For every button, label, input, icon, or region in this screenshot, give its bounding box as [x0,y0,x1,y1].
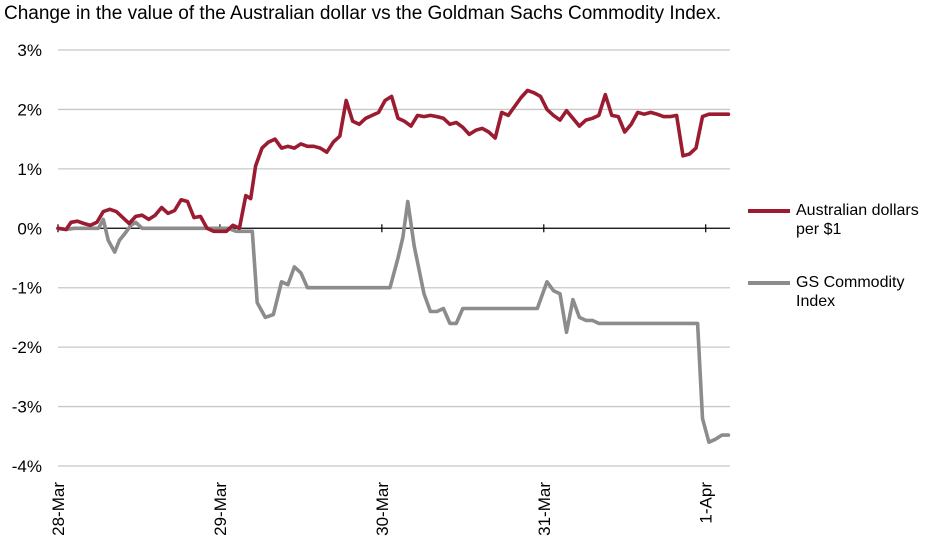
y-axis-labels: 3% 2% 1% 0% -1% -2% -3% -4% [12,41,42,476]
y-tick-label: -2% [12,338,42,357]
chart-title: Change in the value of the Australian do… [4,3,722,24]
y-tick-label: -3% [12,398,42,417]
y-tick-label: -1% [12,279,42,298]
x-tick-label: 29-Mar [211,482,230,536]
gridlines [58,49,730,467]
legend-swatch-gsci [748,281,790,285]
x-tick-label: 30-Mar [373,482,392,536]
y-tick-label: -4% [12,457,42,476]
x-tick-label: 31-Mar [535,482,554,536]
x-tick-label: 28-Mar [49,482,68,536]
y-tick-label: 0% [17,219,42,238]
x-tick-label: 1-Apr [697,482,716,524]
y-tick-label: 1% [17,160,42,179]
legend-label-gsci: GS Commodity Index [796,274,905,310]
y-tick-label: 2% [17,100,42,119]
legend-item-aud: Australian dollars per $1 [748,201,926,239]
legend: Australian dollars per $1 GS Commodity I… [748,201,926,345]
legend-label-aud: Australian dollars per $1 [796,202,919,238]
gsci-series-line [56,199,731,445]
x-axis: 28-Mar 29-Mar 30-Mar 31-Mar 1-Apr [49,224,716,536]
y-tick-label: 3% [17,41,42,60]
legend-swatch-aud [748,209,790,213]
legend-item-gsci: GS Commodity Index [748,273,926,311]
aud-series-line [56,88,731,234]
series-lines [56,88,731,445]
